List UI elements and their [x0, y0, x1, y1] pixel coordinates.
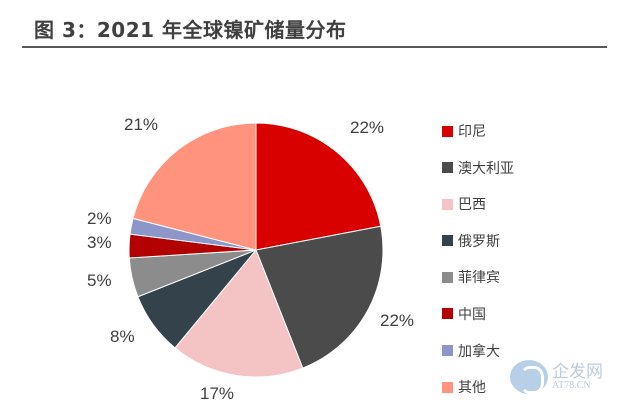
- legend-item-indonesia: 印尼: [442, 113, 514, 149]
- legend-swatch: [442, 125, 453, 137]
- slice-label-philippines: 5%: [87, 271, 112, 290]
- watermark-cn: 企发网: [552, 361, 603, 382]
- slice-label-other: 21%: [124, 115, 159, 134]
- slice-label-china: 3%: [87, 233, 112, 252]
- legend-item-russia: 俄罗斯: [442, 223, 514, 259]
- pie-slice-australia: [255, 225, 384, 369]
- legend-label: 加拿大: [458, 343, 500, 360]
- slice-label-brazil: 17%: [200, 384, 235, 403]
- legend-swatch: [442, 381, 453, 393]
- legend-swatch: [442, 345, 453, 357]
- legend-item-other: 其他: [442, 369, 514, 405]
- legend-item-china: 中国: [442, 296, 514, 332]
- legend-swatch: [442, 162, 453, 174]
- legend-label: 印尼: [458, 124, 486, 140]
- title-divider: [22, 46, 607, 48]
- watermark-logo-icon: [510, 360, 548, 394]
- slice-label-canada: 2%: [87, 209, 112, 228]
- legend-item-brazil: 巴西: [442, 186, 514, 222]
- legend-label: 澳大利亚: [458, 160, 514, 177]
- slice-label-russia: 8%: [110, 327, 135, 346]
- legend-swatch: [442, 308, 453, 320]
- legend: 印尼 澳大利亚 巴西 俄罗斯 菲律宾 中国 加拿大 其他: [442, 113, 514, 406]
- legend-label: 俄罗斯: [458, 233, 500, 250]
- slice-label-australia: 22%: [380, 311, 415, 330]
- pie-slice-indonesia: [255, 122, 382, 251]
- legend-label: 其他: [458, 380, 486, 397]
- chart-title: 图 3：2021 年全球镍矿储量分布: [34, 18, 347, 42]
- legend-label: 巴西: [458, 197, 486, 214]
- legend-label: 中国: [458, 306, 486, 323]
- legend-swatch: [442, 271, 453, 283]
- pie-slice-brazil: [174, 249, 304, 378]
- pie-slice-other: [132, 122, 257, 251]
- legend-item-australia: 澳大利亚: [442, 150, 514, 186]
- legend-label: 菲律宾: [458, 270, 500, 287]
- slice-label-indonesia: 22%: [350, 118, 385, 137]
- legend-item-canada: 加拿大: [442, 333, 514, 369]
- legend-item-philippines: 菲律宾: [442, 259, 514, 295]
- legend-swatch: [442, 198, 453, 210]
- watermark: 企发网 AT78.CN: [510, 360, 603, 394]
- watermark-en: AT78.CN: [552, 379, 591, 391]
- legend-swatch: [442, 235, 453, 247]
